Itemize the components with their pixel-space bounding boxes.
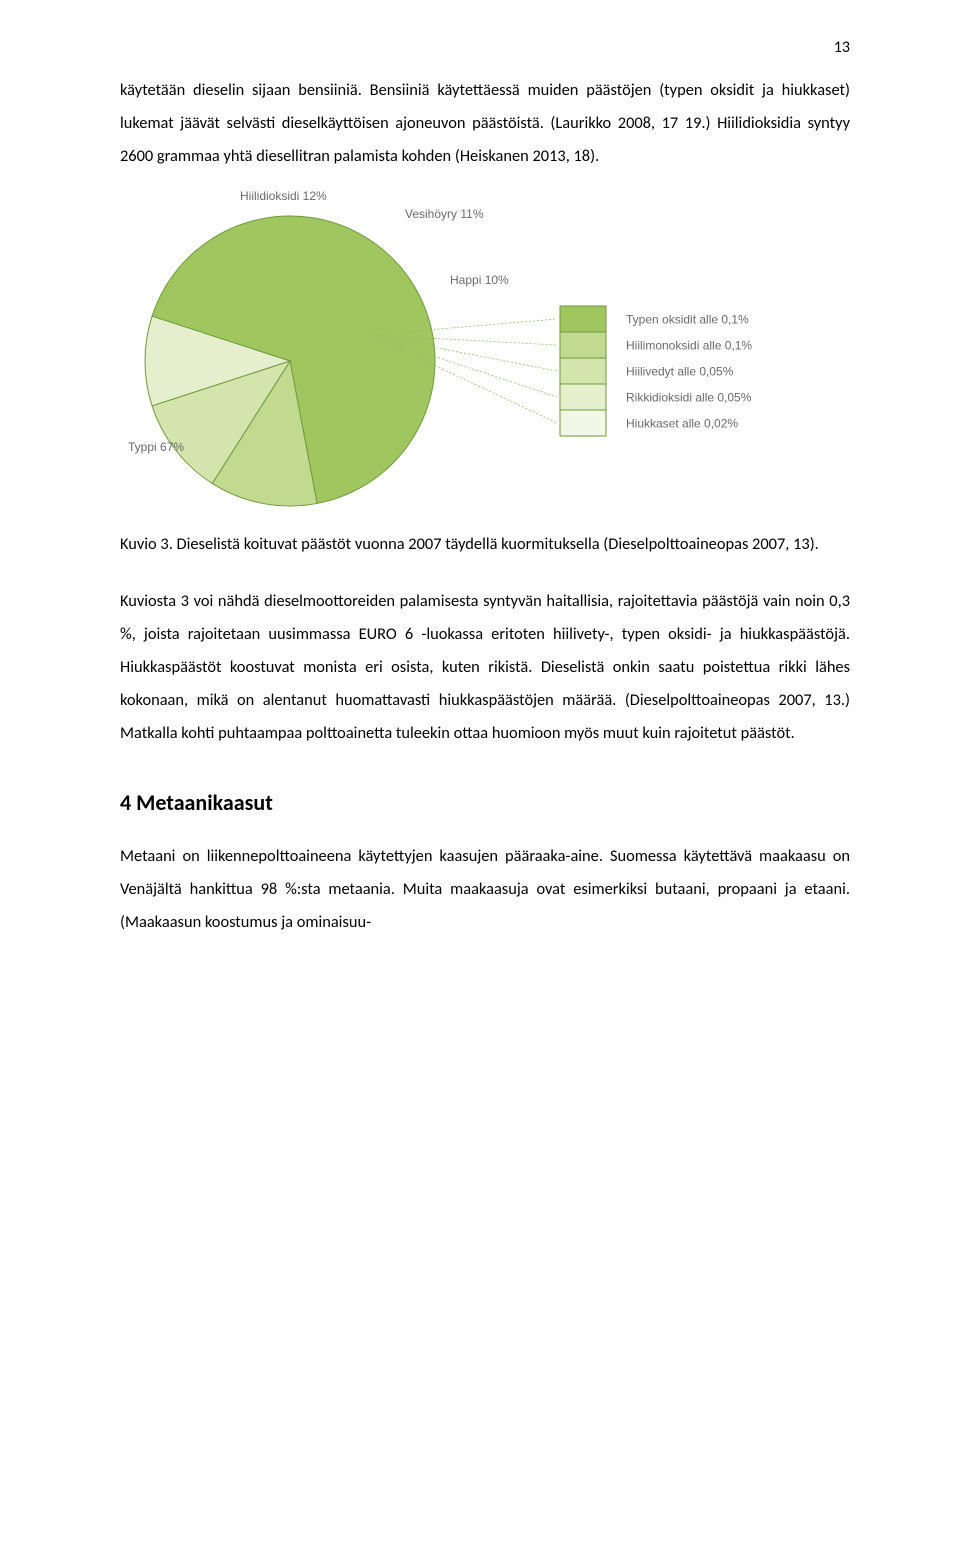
svg-text:Vesihöyry 11%: Vesihöyry 11%: [405, 207, 484, 221]
svg-text:Typpi 67%: Typpi 67%: [128, 440, 184, 454]
chart-caption: Kuvio 3. Dieselistä koituvat päästöt vuo…: [120, 528, 850, 561]
chart-svg: Typpi 67% Hiilidioksidi 12% Vesihöyry 11% H…: [120, 186, 850, 516]
svg-text:Hiukkaset alle 0,02%: Hiukkaset alle 0,02%: [626, 417, 738, 431]
svg-text:Hiilidioksidi 12%: Hiilidioksidi 12%: [240, 189, 327, 203]
paragraph-1: käytetään dieselin sijaan bensiiniä. Ben…: [120, 74, 850, 172]
svg-text:Typen oksidit alle 0,1%: Typen oksidit alle 0,1%: [626, 313, 749, 327]
emissions-chart: Typpi 67% Hiilidioksidi 12% Vesihöyry 11% H…: [120, 186, 850, 516]
paragraph-3: Metaani on liikennepolttoaineena käytett…: [120, 840, 850, 938]
svg-text:Happi 10%: Happi 10%: [450, 273, 509, 287]
paragraph-2: Kuviosta 3 voi nähdä dieselmoottoreiden …: [120, 585, 850, 749]
page-number: 13: [834, 38, 850, 57]
svg-text:Rikkidioksidi alle 0,05%: Rikkidioksidi alle 0,05%: [626, 391, 752, 405]
svg-text:Hiilimonoksidi alle 0,1%: Hiilimonoksidi alle 0,1%: [626, 339, 752, 353]
svg-text:Hiilivedyt alle 0,05%: Hiilivedyt alle 0,05%: [626, 365, 734, 379]
section-heading: 4 Metaanikaasut: [120, 789, 850, 816]
